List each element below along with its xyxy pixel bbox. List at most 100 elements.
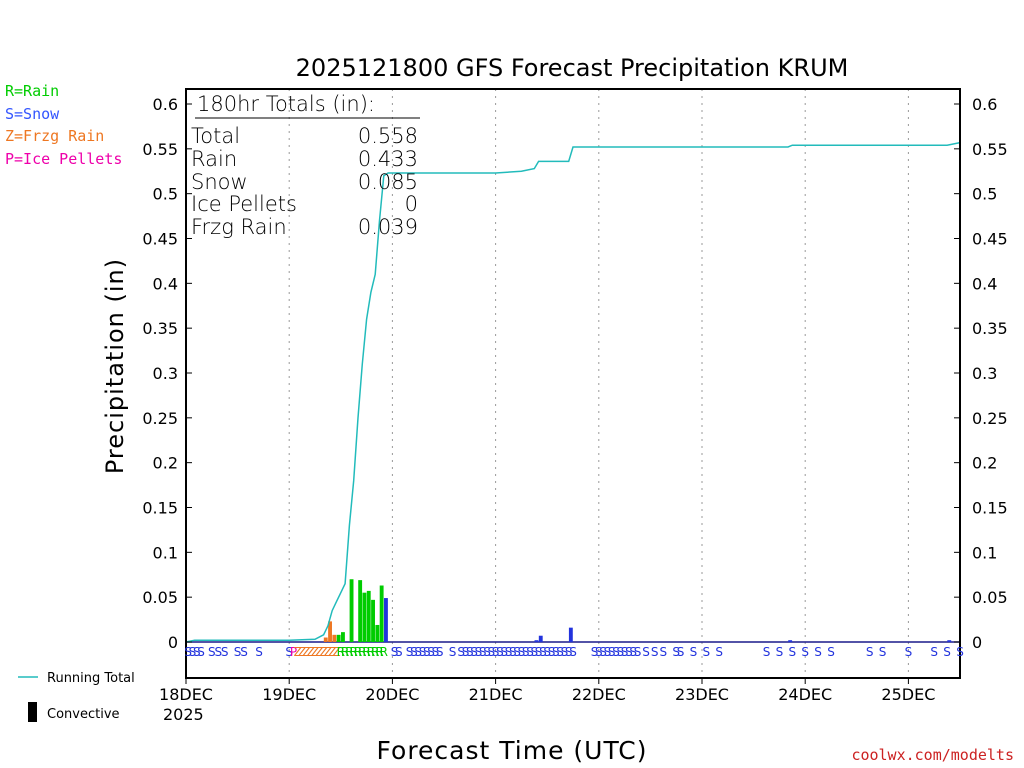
running-total-polyline [185, 141, 961, 643]
y-tick-label-right: 0 [972, 633, 982, 652]
precip-bar [379, 585, 384, 642]
ptype-letter: S [234, 645, 242, 659]
ptype-letter: S [479, 645, 487, 659]
ptype-letter: S [801, 645, 809, 659]
precip-bar [534, 640, 539, 642]
ptype-letter: R [354, 645, 362, 659]
ptype-letter: S [659, 645, 667, 659]
y-tick-label-right: 0.05 [972, 588, 1008, 607]
ptype-letter: S [604, 645, 612, 659]
ptype-letter: S [956, 645, 964, 659]
ptype-letter: S [197, 645, 205, 659]
totals-box: 180hr Totals (in): Total 0.558 Rain 0.43… [191, 92, 420, 239]
precip-bar [384, 598, 388, 642]
ptype-letter: S [642, 645, 650, 659]
ptype-letter: S [561, 645, 569, 659]
ptype-letter: S [496, 645, 504, 659]
ptype-letter: S [255, 645, 263, 659]
ptype-letter: S [518, 645, 526, 659]
ptype-letter: S [930, 645, 938, 659]
ptype-letter: S [449, 645, 457, 659]
ptype-letter: S [543, 645, 551, 659]
y-tick-label-left: 0.4 [153, 274, 178, 293]
ptype-letter: R [367, 645, 375, 659]
y-tick-label-right: 0.2 [972, 454, 997, 473]
y-tick-label-left: 0 [168, 633, 178, 652]
y-tick-label-left: 0.55 [142, 140, 178, 159]
precip-bar [371, 599, 375, 642]
ptype-letter: S [419, 645, 427, 659]
y-tick-label-right: 0.3 [972, 364, 997, 383]
ptype-letter: S [410, 645, 418, 659]
y-tick-label-left: 0.35 [142, 319, 178, 338]
ptype-letter: S [690, 645, 698, 659]
totals-heading: 180hr Totals (in): [197, 92, 375, 116]
ptype-letter: S [406, 645, 414, 659]
precip-bar [947, 640, 952, 642]
ptype-letter: R [362, 645, 370, 659]
plot-frame [185, 88, 961, 679]
ptype-letter: S [763, 645, 771, 659]
x-tick-label: 23DEC [675, 685, 729, 704]
ptype-legend: R=Rain S=Snow Z=Frzg Rain P=Ice Pellets [5, 82, 122, 168]
ptype-letter: S [788, 645, 796, 659]
y-tick-label-right: 0.15 [972, 499, 1008, 518]
precip-bar [336, 634, 341, 642]
totals-value-snow: 0.085 [358, 170, 418, 194]
axis-ticks: 18DEC 19DEC 20DEC 21DEC 22DEC 23DEC 24DEC 25DEC… [142, 95, 1007, 704]
ptype-letter: S [513, 645, 521, 659]
precip-bar [349, 579, 354, 642]
x-tick-label: 25DEC [881, 685, 935, 704]
ptype-letter: S [193, 645, 201, 659]
totals-value-frzg-rain: 0.039 [358, 215, 418, 239]
legend-ice-pellets: P=Ice Pellets [5, 150, 122, 168]
ptype-letter: Z [307, 645, 315, 659]
ptype-letter: Z [315, 645, 323, 659]
x-tick-label: 19DEC [262, 685, 316, 704]
precip-bar [366, 590, 371, 642]
ptype-letter: S [625, 645, 633, 659]
y-tick-label-right: 0.45 [972, 230, 1008, 249]
x-tick-label: 21DEC [469, 685, 523, 704]
legend-rain: R=Rain [5, 82, 59, 100]
legend-frzg-rain: Z=Frzg Rain [5, 127, 104, 145]
ptype-letter: S [457, 645, 465, 659]
y-tick-label-right: 0.6 [972, 95, 997, 114]
totals-value-ice-pellets: 0 [405, 192, 418, 216]
ptype-letter: S [184, 645, 192, 659]
ptype-letter: Z [302, 645, 310, 659]
y-tick-label-right: 0.1 [972, 543, 997, 562]
y-tick-label-left: 0.5 [153, 185, 178, 204]
ptype-letter: S [483, 645, 491, 659]
ptype-letter: S [827, 645, 835, 659]
precip-bar [568, 627, 573, 642]
y-tick-label-left: 0.2 [153, 454, 178, 473]
ptype-letter: S [466, 645, 474, 659]
ptype-letter: S [221, 645, 229, 659]
precip-bar [328, 621, 332, 642]
ptype-letter: S [470, 645, 478, 659]
ptype-letter: S [556, 645, 564, 659]
y-axis-label: Precipitation (in) [101, 258, 129, 474]
ptype-letter: R [375, 645, 383, 659]
ptype-letter: S [530, 645, 538, 659]
ptype-letter: Z [294, 645, 302, 659]
ptype-letter: S [814, 645, 822, 659]
running-total-legend-label: Running Total [47, 671, 135, 686]
ptype-letter: S [505, 645, 513, 659]
chart-title: 2025121800 GFS Forecast Precipitation KR… [296, 54, 849, 82]
ptype-letter: S [599, 645, 607, 659]
precip-bar [332, 634, 337, 642]
ptype-letter: R [358, 645, 366, 659]
ptype-letter: S [634, 645, 642, 659]
x-tick-label: 18DEC [159, 685, 213, 704]
year-label: 2025 [163, 705, 204, 724]
ptype-letter: Z [324, 645, 332, 659]
ptype-letter: S [475, 645, 483, 659]
y-tick-label-left: 0.25 [142, 409, 178, 428]
ptype-letter: S [285, 645, 293, 659]
y-tick-label-right: 0.35 [972, 319, 1008, 338]
precip-bar [323, 637, 328, 642]
y-tick-label-left: 0.1 [153, 543, 178, 562]
